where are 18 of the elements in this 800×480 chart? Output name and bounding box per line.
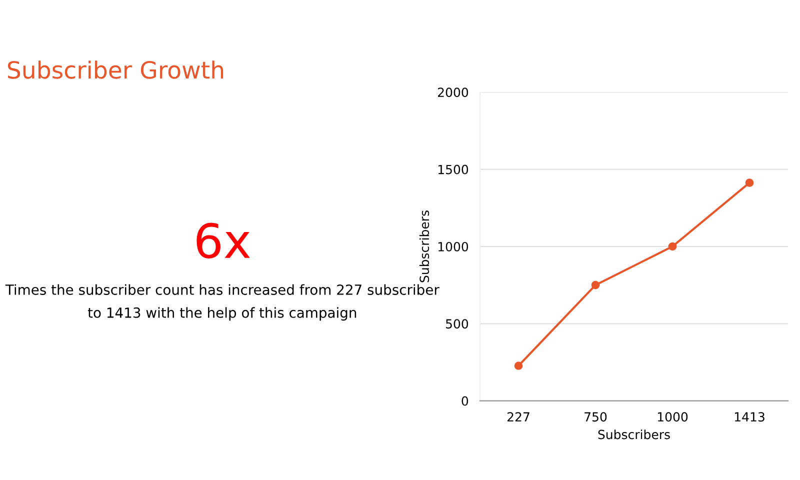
- y-tick-label: 500: [446, 319, 468, 329]
- y-tick-label: 1000: [438, 242, 468, 252]
- x-tick-label: 750: [584, 412, 607, 422]
- point: [591, 280, 600, 290]
- x-tick-label: 227: [507, 412, 530, 422]
- text: Times the subscriber count has increased from 227 subscriber to 1413 with the help of this campaign: [5, 284, 440, 321]
- y-tick-label: 1500: [438, 164, 468, 174]
- x-tick-label: 1413: [734, 412, 764, 422]
- text: Subscriber Growth: [8, 60, 224, 79]
- point: [668, 242, 677, 251]
- y-tick-label: 0: [462, 396, 468, 406]
- x-axis-title: Subscribers: [598, 430, 670, 440]
- y-tick-label: 2000: [438, 88, 468, 98]
- y-axis-title: Subscribers: [419, 210, 430, 282]
- point: [745, 178, 754, 187]
- point: [514, 362, 523, 370]
- x-tick-label: 1000: [658, 412, 688, 422]
- text: 6x: [196, 222, 250, 258]
